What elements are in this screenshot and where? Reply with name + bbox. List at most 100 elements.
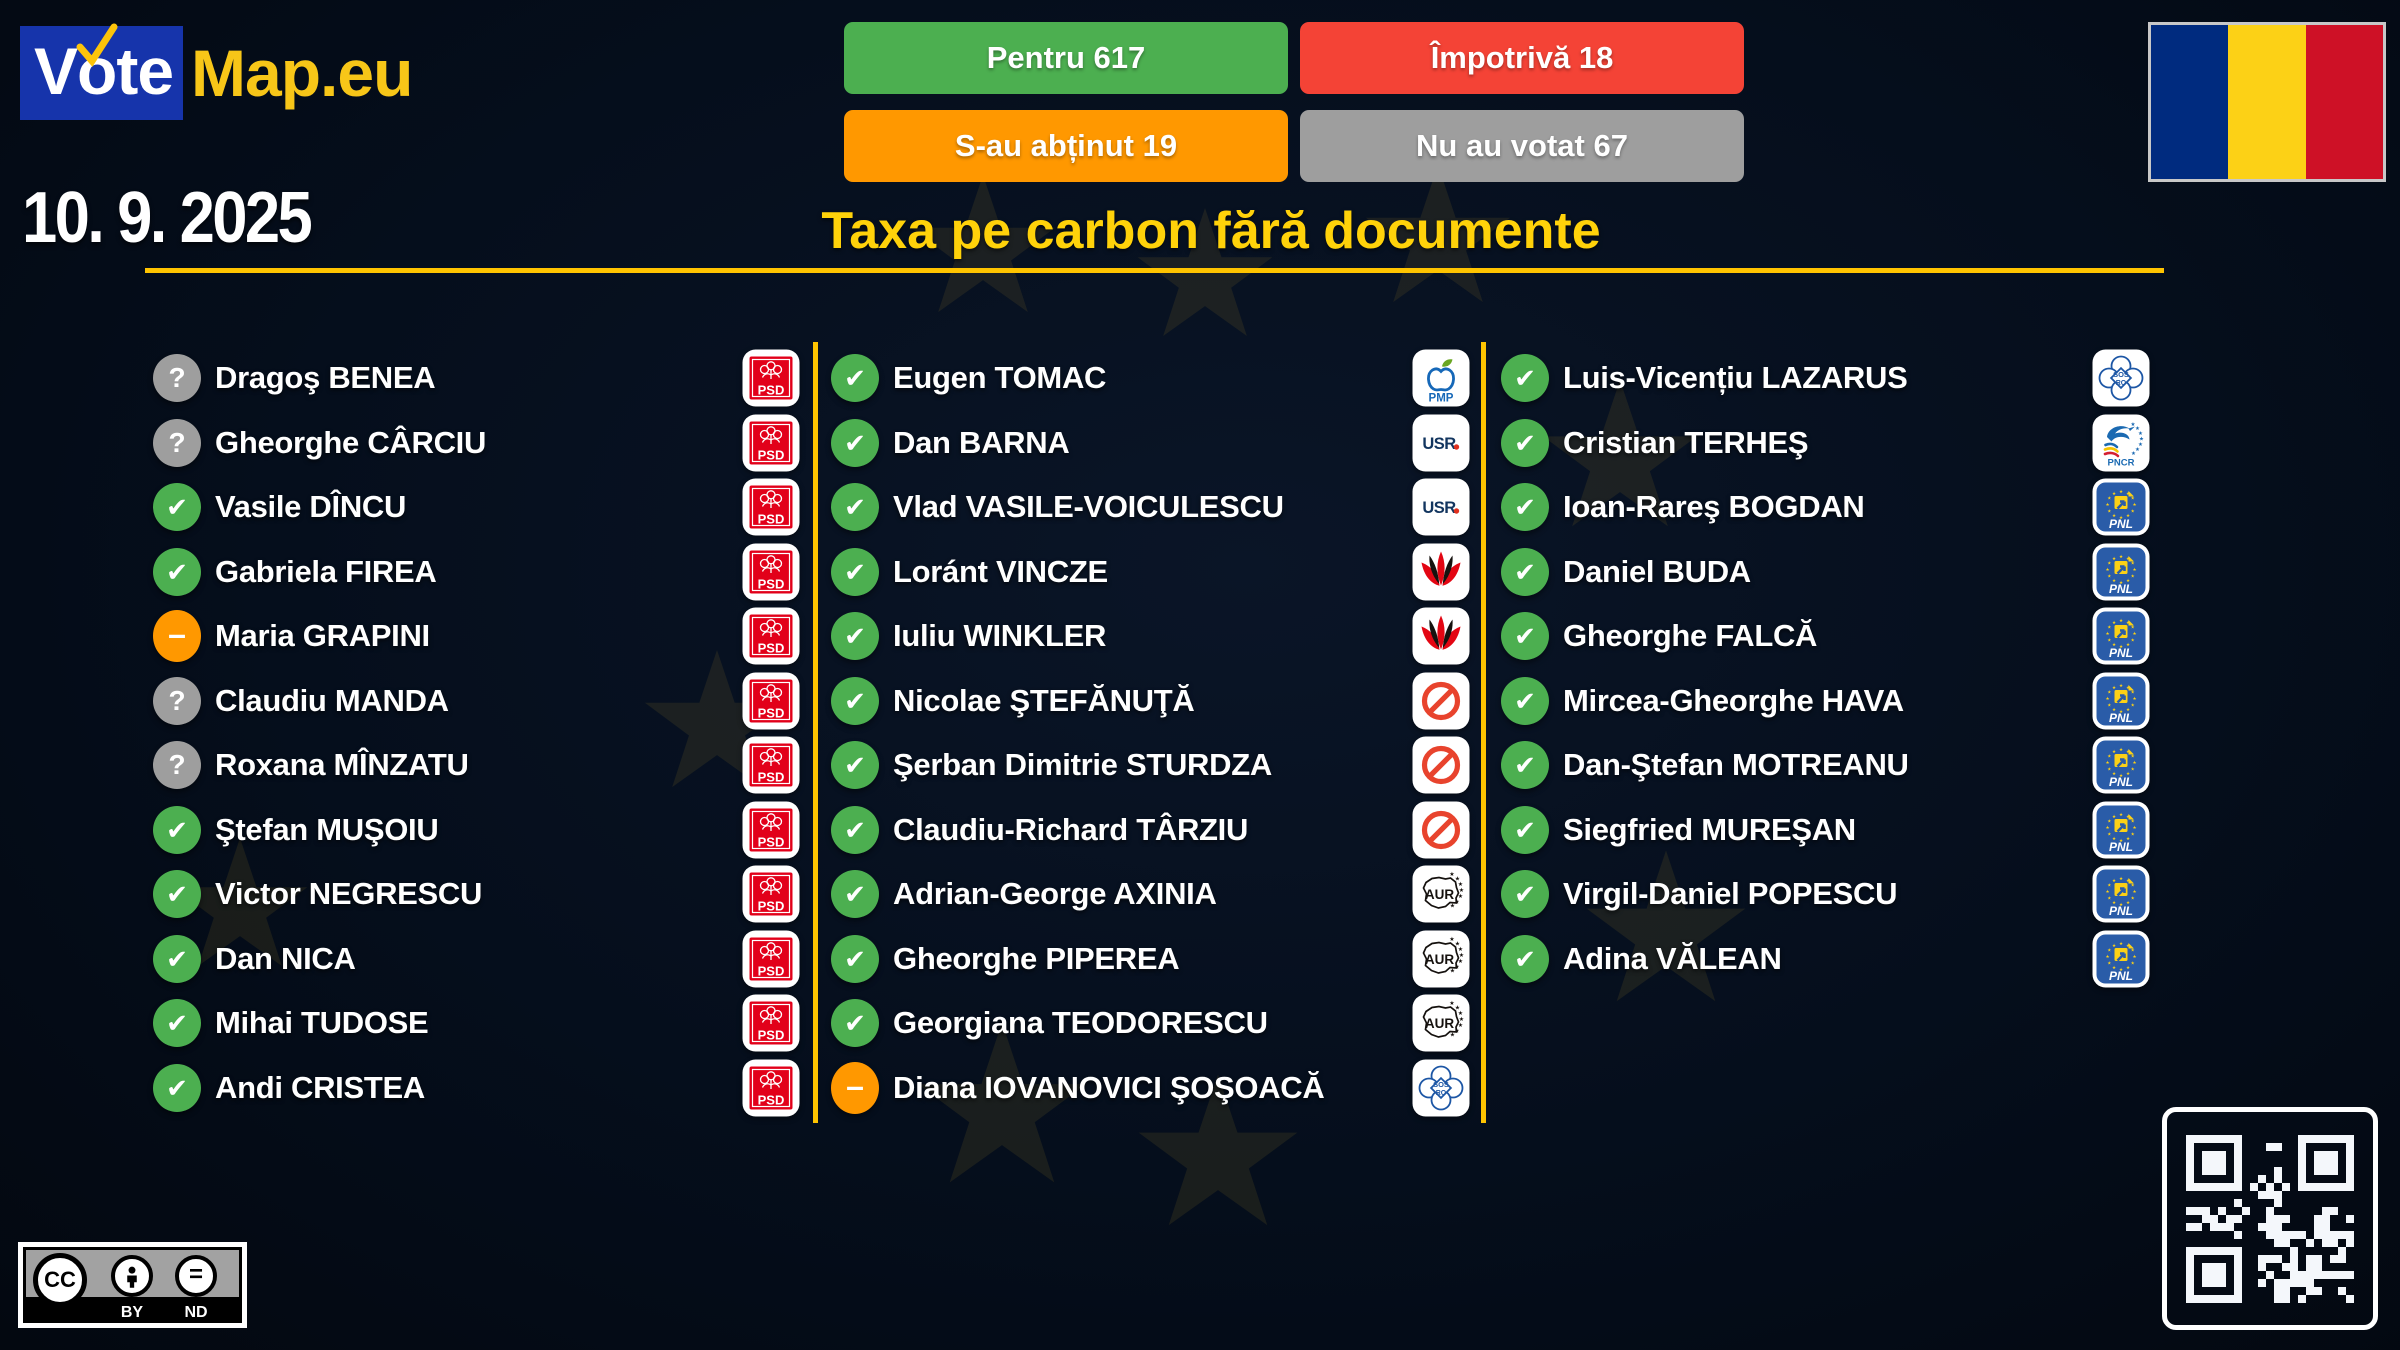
vote-for-icon: ✔ xyxy=(831,934,879,983)
mep-name: Dan-Ştefan MOTREANU xyxy=(1563,747,1909,782)
mep-name: Vasile DÎNCU xyxy=(215,489,407,524)
svg-text:★: ★ xyxy=(1458,893,1463,900)
svg-text:★: ★ xyxy=(2107,625,2111,630)
svg-text:PNCR: PNCR xyxy=(2108,457,2135,468)
mep-name: Virgil-Daniel POPESCU xyxy=(1563,876,1898,911)
svg-text:★: ★ xyxy=(1454,899,1459,906)
svg-text:★: ★ xyxy=(2119,580,2123,585)
party-logo-sos: SOS RO xyxy=(2092,349,2150,407)
svg-text:★: ★ xyxy=(2131,831,2135,836)
svg-text:RO: RO xyxy=(2116,380,2127,387)
attribution-person-icon xyxy=(111,1255,153,1297)
vote-for-icon: ✔ xyxy=(1501,805,1549,854)
svg-text:PSD: PSD xyxy=(758,641,785,656)
svg-text:PNL: PNL xyxy=(2109,711,2133,725)
mep-row: ✔ Adrian-George AXINIA AUR ★ ★ ★ ★ ★ ★ ★ xyxy=(831,865,1470,923)
svg-text:★: ★ xyxy=(2126,513,2130,518)
svg-text:★: ★ xyxy=(2112,707,2116,712)
mep-row: ✔ Iuliu WINKLER xyxy=(831,607,1470,665)
vote-for-icon: ✔ xyxy=(831,676,879,725)
svg-text:★: ★ xyxy=(2105,889,2109,894)
svg-text:★: ★ xyxy=(2126,942,2130,947)
svg-text:USR: USR xyxy=(1422,499,1456,517)
party-logo-psd: PSD xyxy=(742,414,800,472)
check-icon xyxy=(76,23,118,67)
mep-row: ? Gheorghe CÂRCIU PSD xyxy=(153,414,800,472)
svg-text:★: ★ xyxy=(2119,941,2123,946)
vote-for-icon: ✔ xyxy=(1501,418,1549,467)
party-logo-pnl: ★ ★ ★ ★ ★ ★ ★ ★ ★ ★ ★ ★ PNL xyxy=(2092,672,2150,730)
svg-text:SOS: SOS xyxy=(2113,370,2129,379)
svg-text:★: ★ xyxy=(2107,883,2111,888)
svg-text:★: ★ xyxy=(2132,631,2136,636)
party-logo-pncr: ★ ★ ★ ★ ★ ★ ★ PNCR xyxy=(2092,414,2150,472)
svg-text:★: ★ xyxy=(1455,1005,1460,1012)
mep-name: Georgiana TEODORESCU xyxy=(893,1005,1268,1040)
svg-text:PSD: PSD xyxy=(758,447,785,462)
mep-row: ✔ Şerban Dimitrie STURDZA xyxy=(831,736,1470,794)
vote-for-icon: ✔ xyxy=(1501,483,1549,531)
votes-novote-button[interactable]: Nu au votat 67 xyxy=(1300,110,1744,182)
mep-row: ✔ Victor NEGRESCU PSD xyxy=(153,865,800,923)
mep-name: Gheorghe PIPEREA xyxy=(893,940,1180,976)
svg-text:★: ★ xyxy=(2119,902,2123,907)
mep-name: Loránt VINCZE xyxy=(893,553,1108,589)
svg-text:★: ★ xyxy=(2131,573,2135,578)
qr-code xyxy=(2162,1107,2378,1330)
svg-text:★: ★ xyxy=(2107,754,2111,759)
svg-text:★: ★ xyxy=(2131,947,2135,952)
svg-text:★: ★ xyxy=(2119,709,2123,714)
flag-yellow-stripe xyxy=(2228,25,2306,179)
votes-for-button[interactable]: Pentru 617 xyxy=(844,22,1288,94)
svg-text:★: ★ xyxy=(1455,940,1460,947)
party-logo-psd: PSD xyxy=(742,994,800,1052)
votes-against-button[interactable]: Împotrivă 18 xyxy=(1300,22,1744,94)
svg-text:★: ★ xyxy=(2119,773,2123,778)
flag-blue-stripe xyxy=(2151,25,2229,179)
mep-name: Dan BARNA xyxy=(893,424,1070,460)
svg-text:★: ★ xyxy=(2126,578,2130,583)
svg-text:★: ★ xyxy=(2131,754,2135,759)
svg-text:★: ★ xyxy=(1459,887,1464,894)
mep-row: ✔ Adina VĂLEAN ★ ★ ★ ★ ★ ★ ★ ★ ★ ★ ★ ★ PNL xyxy=(1501,930,2150,988)
svg-text:★: ★ xyxy=(2112,684,2116,689)
vote-for-icon: ✔ xyxy=(153,1063,201,1112)
party-logo-psd: PSD xyxy=(742,672,800,730)
svg-text:SOS: SOS xyxy=(1433,1080,1449,1089)
party-logo-aur: AUR ★ ★ ★ ★ ★ ★ ★ xyxy=(1412,994,1470,1052)
votes-abstain-button[interactable]: S-au abținut 19 xyxy=(844,110,1288,182)
svg-text:★: ★ xyxy=(2112,942,2116,947)
mep-name: Victor NEGRESCU xyxy=(215,876,483,911)
mep-row: ✔ Georgiana TEODORESCU AUR ★ ★ ★ ★ ★ ★ ★ xyxy=(831,994,1470,1052)
svg-text:★: ★ xyxy=(1449,1000,1454,1007)
party-logo-pmp: PMP xyxy=(1412,349,1470,407)
mep-row: ✔ Dan-Ştefan MOTREANU ★ ★ ★ ★ ★ ★ ★ ★ ★ ★ ★ ★ PNL xyxy=(1501,736,2150,794)
party-logo-pnl: ★ ★ ★ ★ ★ ★ ★ ★ ★ ★ ★ ★ PNL xyxy=(2092,543,2150,601)
svg-text:★: ★ xyxy=(2112,642,2116,647)
vote-for-icon: ✔ xyxy=(1501,354,1549,402)
mep-name: Adina VĂLEAN xyxy=(1563,940,1782,976)
mep-row: – Diana IOVANOVICI ŞOŞOACĂ SOS RO xyxy=(831,1059,1470,1117)
vote-novote-icon: ? xyxy=(153,741,201,789)
svg-text:★: ★ xyxy=(2131,422,2136,428)
svg-text:★: ★ xyxy=(2107,560,2111,565)
svg-text:PNL: PNL xyxy=(2109,582,2133,596)
svg-text:★: ★ xyxy=(2126,878,2130,883)
vote-for-icon: ✔ xyxy=(1501,741,1549,789)
column-separator xyxy=(813,342,818,1123)
cc-license-badge[interactable]: CC = BY ND xyxy=(18,1242,247,1328)
party-logo-psd: PSD xyxy=(742,865,800,923)
svg-text:AUR: AUR xyxy=(1425,952,1454,967)
mep-column-3: ✔ Luis-Vicențiu LAZARUS SOS RO ✔ Cristian TER… xyxy=(1501,349,2150,988)
svg-text:★: ★ xyxy=(2126,684,2130,689)
mep-name: Dan NICA xyxy=(215,940,356,976)
svg-text:★: ★ xyxy=(2107,509,2111,514)
svg-text:PNL: PNL xyxy=(2109,840,2133,854)
svg-text:★: ★ xyxy=(2126,813,2130,818)
svg-text:★: ★ xyxy=(1450,903,1455,910)
mep-name: Gabriela FIREA xyxy=(215,553,437,589)
svg-text:★: ★ xyxy=(2126,620,2130,625)
svg-text:★: ★ xyxy=(2112,749,2116,754)
